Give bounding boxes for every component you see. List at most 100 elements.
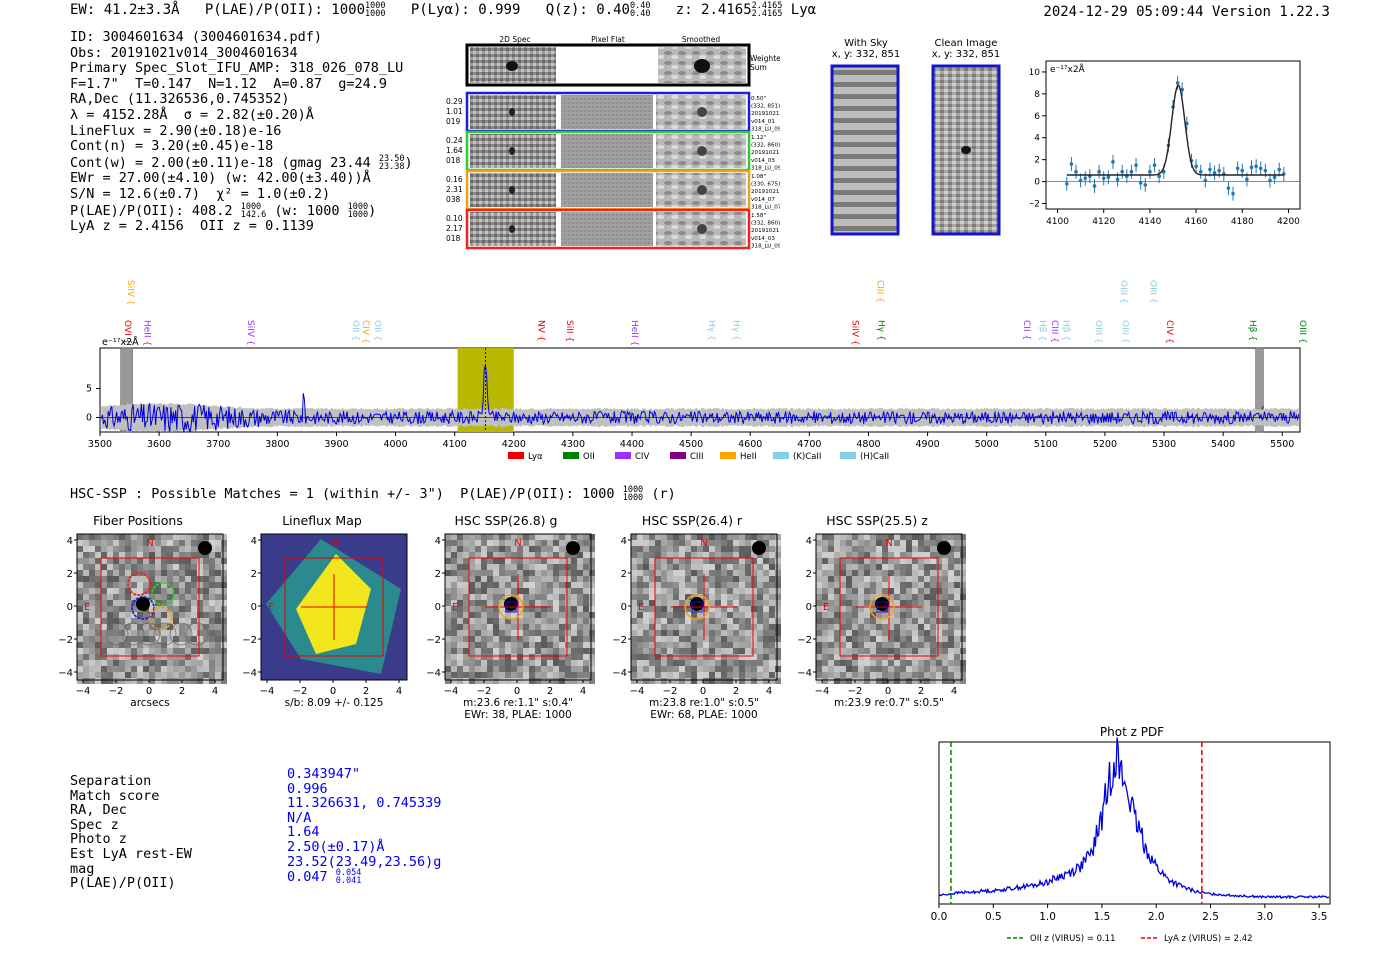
pixel bbox=[852, 582, 858, 588]
pixel bbox=[173, 612, 179, 618]
sep-label: Match score bbox=[70, 787, 160, 804]
pixel bbox=[715, 654, 721, 660]
pixel bbox=[912, 588, 918, 594]
pixel bbox=[912, 672, 918, 678]
pixel bbox=[535, 606, 541, 612]
pixel bbox=[107, 582, 113, 588]
sep-label: P(LAE)/P(OII) bbox=[70, 875, 176, 892]
pixel bbox=[918, 558, 924, 564]
emission-line-label: Hγ { bbox=[731, 320, 741, 341]
pixel bbox=[83, 552, 89, 558]
pixel bbox=[89, 660, 95, 666]
pixel bbox=[107, 672, 113, 678]
pixel bbox=[113, 600, 119, 606]
pixel bbox=[493, 588, 499, 594]
pixel bbox=[960, 648, 966, 654]
pixel bbox=[547, 564, 553, 570]
info-line: Obs: 20191021v014_3004601634 bbox=[70, 44, 298, 61]
pixel bbox=[888, 552, 894, 558]
pixel bbox=[721, 552, 727, 558]
pixel bbox=[876, 624, 882, 630]
z-value: z: 2.4165 bbox=[675, 2, 752, 18]
pixel bbox=[155, 678, 161, 684]
pixel bbox=[221, 576, 227, 582]
pixel bbox=[179, 618, 185, 624]
row-right-label: 1.58" bbox=[751, 213, 766, 219]
data-point bbox=[1198, 169, 1203, 174]
pixel bbox=[906, 534, 912, 540]
pixel bbox=[846, 654, 852, 660]
panel-frame bbox=[630, 533, 778, 681]
pixel bbox=[529, 606, 535, 612]
pixel bbox=[703, 558, 709, 564]
pixel bbox=[655, 630, 661, 636]
pixel bbox=[89, 546, 95, 552]
pixel bbox=[445, 660, 451, 666]
pixel bbox=[125, 612, 131, 618]
row-left-label: 2.17 bbox=[446, 224, 463, 233]
z-lo: 2.4165 bbox=[751, 9, 783, 19]
pixel bbox=[846, 636, 852, 642]
pixel bbox=[960, 660, 966, 666]
pixel bbox=[769, 594, 775, 600]
pixel bbox=[125, 552, 131, 558]
photz-legend: OII z (VIRUS) = 0.11 LyA z (VIRUS) = 2.4… bbox=[1007, 934, 1253, 944]
pixel bbox=[451, 540, 457, 546]
pixel bbox=[583, 558, 589, 564]
pixel bbox=[757, 630, 763, 636]
pixel bbox=[751, 534, 757, 540]
pixel bbox=[209, 534, 215, 540]
pixel bbox=[197, 672, 203, 678]
pixel bbox=[493, 678, 499, 684]
pixel bbox=[828, 558, 834, 564]
pixel bbox=[209, 582, 215, 588]
pixel bbox=[565, 540, 571, 546]
x-tick-label: 3600 bbox=[147, 439, 171, 450]
pixel bbox=[673, 630, 679, 636]
pixel bbox=[535, 612, 541, 618]
pixel bbox=[822, 552, 828, 558]
pixel bbox=[155, 630, 161, 636]
pixel bbox=[577, 594, 583, 600]
y-tick-label: 4 bbox=[806, 536, 812, 547]
pixel bbox=[757, 612, 763, 618]
pixel bbox=[852, 666, 858, 672]
pixel bbox=[930, 546, 936, 552]
pixel bbox=[894, 666, 900, 672]
pixel bbox=[930, 648, 936, 654]
pixel bbox=[457, 570, 463, 576]
pixel bbox=[679, 546, 685, 552]
pixel bbox=[445, 552, 451, 558]
pixel bbox=[637, 558, 643, 564]
pixel bbox=[960, 534, 966, 540]
pixel bbox=[179, 672, 185, 678]
pixel bbox=[751, 618, 757, 624]
pixel bbox=[745, 540, 751, 546]
pixel bbox=[547, 570, 553, 576]
fiber-circle bbox=[127, 572, 151, 596]
sky-stripe bbox=[832, 70, 898, 75]
pixel bbox=[864, 564, 870, 570]
pixel bbox=[125, 648, 131, 654]
pixel bbox=[876, 666, 882, 672]
pixel bbox=[733, 618, 739, 624]
pixel bbox=[119, 558, 125, 564]
pixel bbox=[954, 552, 960, 558]
pixel bbox=[679, 624, 685, 630]
pixel bbox=[828, 648, 834, 654]
pixel bbox=[203, 534, 209, 540]
pixel bbox=[131, 564, 137, 570]
pixel bbox=[517, 618, 523, 624]
pixel bbox=[487, 558, 493, 564]
pixel bbox=[197, 564, 203, 570]
pixel bbox=[451, 594, 457, 600]
pixel bbox=[511, 552, 517, 558]
pixel bbox=[900, 636, 906, 642]
pixel bbox=[655, 576, 661, 582]
pixel bbox=[481, 648, 487, 654]
pixel bbox=[469, 648, 475, 654]
pixel bbox=[769, 642, 775, 648]
pixel bbox=[775, 654, 781, 660]
match-ellipse bbox=[684, 594, 710, 620]
pixel bbox=[83, 540, 89, 546]
